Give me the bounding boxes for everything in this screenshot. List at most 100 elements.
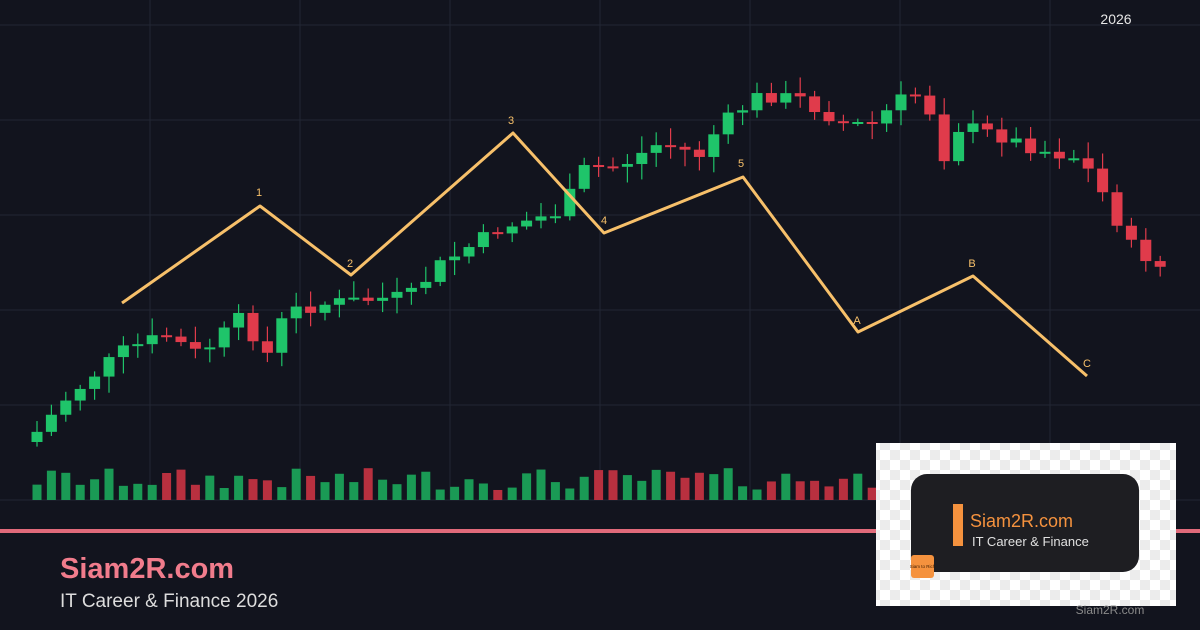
brand-subtitle: IT Career & Finance 2026 (60, 591, 278, 612)
candle-body (665, 145, 677, 148)
volume-bar (421, 471, 431, 500)
candle-body (751, 93, 763, 111)
candle-body (391, 291, 403, 298)
candle-body (1068, 158, 1080, 161)
year-label: 2026 (1100, 11, 1131, 27)
candle-body (1010, 138, 1022, 143)
wave-label: 1 (256, 187, 262, 199)
volume-bar (622, 475, 632, 500)
volume-bar (493, 489, 503, 500)
volume-bar (536, 469, 546, 500)
candle-body (189, 342, 201, 349)
candle-body (809, 96, 821, 113)
candle-body (319, 304, 331, 313)
candle-body (1053, 151, 1065, 159)
logo-badge-text: Siam to Rich (910, 564, 936, 569)
candle-body (333, 298, 345, 305)
volume-bar (277, 487, 287, 500)
candle-body (866, 122, 878, 125)
candle-body (1082, 158, 1094, 169)
volume-bar (406, 474, 416, 500)
candle-body (1111, 192, 1123, 226)
volume-bar (450, 486, 460, 500)
candle-body (837, 121, 849, 124)
candle-body (924, 95, 936, 115)
volume-bar (219, 488, 229, 500)
volume-bar (378, 479, 388, 500)
candle-body (578, 165, 590, 189)
volume-bar (522, 473, 532, 500)
candle-body (492, 232, 504, 235)
candle-body (348, 297, 360, 300)
candle-body (996, 129, 1008, 143)
candle-body (117, 345, 129, 358)
candle-body (218, 327, 230, 348)
wave-line (121, 131, 1088, 378)
wave-label: C (1083, 358, 1091, 370)
volume-bar (723, 468, 733, 500)
candle-body (852, 122, 864, 125)
wave-label: 3 (508, 115, 514, 127)
candle-body (981, 123, 993, 130)
candle-body (1039, 151, 1051, 154)
volume-bar (90, 479, 100, 500)
candle-body (132, 344, 144, 347)
candle-body (708, 134, 720, 157)
candle-body (31, 431, 43, 442)
candle-body (405, 287, 417, 292)
volume-bar (61, 472, 71, 500)
volume-bar (320, 482, 330, 500)
logo-subtitle: IT Career & Finance (972, 534, 1089, 549)
volume-bar (738, 486, 748, 500)
volume-bar (435, 489, 445, 500)
volume-bar (46, 470, 56, 500)
volume-bar (176, 469, 186, 500)
candle-body (895, 94, 907, 111)
wave-label: A (853, 315, 861, 327)
volume-bar (565, 488, 575, 500)
candle-body (463, 247, 475, 257)
volume-bar (363, 468, 373, 500)
candles (31, 77, 1166, 447)
volume-bar (262, 480, 272, 500)
volume-bar (594, 470, 604, 500)
candle-body (765, 93, 777, 103)
candle-body (693, 149, 705, 157)
candle-body (938, 114, 950, 162)
volume-bar (651, 469, 661, 500)
wave-labels: 1 2 3 4 5 A B C (256, 115, 1091, 370)
volume-bar (392, 484, 402, 500)
volume-bar (133, 483, 143, 500)
volume-bar (32, 484, 42, 500)
volume-bar (464, 479, 474, 500)
candle-body (564, 188, 576, 217)
logo-box (911, 474, 1139, 572)
volume-bar (162, 472, 172, 500)
candle-body (593, 165, 605, 168)
volume-bar (637, 480, 647, 500)
candle-body (679, 146, 691, 150)
volume-bar (248, 479, 258, 500)
candle-body (290, 306, 302, 319)
candle-body (636, 152, 648, 165)
candle-body (449, 256, 461, 261)
volume-bar (838, 478, 848, 500)
candle-body (621, 164, 633, 167)
volume-bar (104, 468, 114, 500)
volume-bar (234, 475, 244, 500)
candle-body (881, 110, 893, 124)
divider (0, 529, 1200, 533)
volume-bar (795, 481, 805, 500)
volume-bar (709, 474, 719, 500)
candle-body (521, 220, 533, 227)
candle-body (823, 112, 835, 122)
volume-bar (824, 486, 834, 500)
candle-body (261, 341, 273, 353)
candle-body (722, 112, 734, 135)
volume-bar (752, 489, 762, 500)
volume-bar (75, 484, 85, 500)
volume-bar (291, 468, 301, 500)
volume-bar (608, 470, 618, 500)
logo-title: Siam2R.com (970, 511, 1073, 531)
grid (0, 0, 1200, 501)
